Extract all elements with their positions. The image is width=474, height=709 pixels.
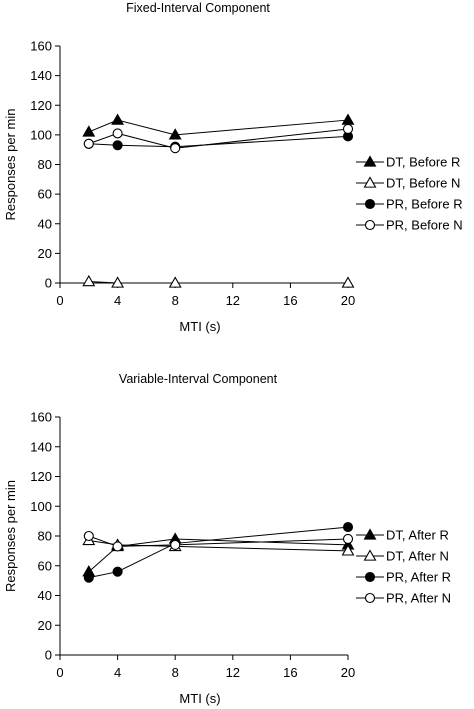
series-3 — [83, 522, 354, 583]
y-tick-label: 140 — [30, 439, 52, 454]
legend-label: PR, Before N — [386, 218, 463, 233]
y-tick-label: 40 — [38, 588, 52, 603]
series-line — [88, 281, 348, 284]
chart-panel-1: Fixed-Interval Component0204060801001201… — [3, 1, 463, 334]
y-tick-label: 120 — [30, 98, 52, 113]
series-line — [88, 119, 349, 136]
data-point — [342, 533, 354, 545]
legend: DT, After R DT, After N PR, After R PR, Aft… — [356, 528, 451, 606]
data-point — [112, 566, 123, 577]
chart-title: Variable-Interval Component — [119, 372, 278, 386]
data-point — [342, 522, 354, 533]
y-tick-label: 20 — [38, 246, 52, 261]
x-tick-label: 4 — [114, 293, 121, 308]
data-point — [341, 276, 355, 288]
legend-label: DT, After R — [386, 528, 449, 543]
y-tick-label: 60 — [38, 558, 52, 573]
x-tick-label: 16 — [283, 665, 297, 680]
data-point — [341, 544, 355, 556]
series-line — [88, 135, 349, 148]
data-point — [112, 140, 123, 151]
x-tick-label: 12 — [226, 293, 240, 308]
legend-marker — [364, 198, 376, 210]
y-axis-label: Responses per min — [3, 480, 18, 592]
legend-label: DT, Before N — [386, 176, 460, 191]
legend: DT, Before R DT, Before N PR, Before R PR, … — [356, 155, 463, 233]
legend-marker — [363, 155, 377, 167]
y-tick-label: 80 — [38, 529, 52, 544]
x-tick-label: 8 — [172, 665, 179, 680]
data-point — [342, 123, 354, 134]
series-line — [88, 526, 349, 579]
series-line — [88, 535, 349, 547]
legend-label: DT, Before R — [386, 155, 460, 170]
chart-title: Fixed-Interval Component — [126, 1, 270, 15]
legend-label: PR, Before R — [386, 197, 463, 212]
y-tick-label: 140 — [30, 68, 52, 83]
data-point — [111, 113, 125, 125]
x-tick-label: 8 — [172, 293, 179, 308]
legend-marker — [364, 219, 376, 231]
y-tick-label: 0 — [45, 276, 52, 291]
data-point — [83, 138, 94, 149]
legend-label: DT, After N — [386, 549, 449, 564]
y-tick-label: 40 — [38, 216, 52, 231]
y-tick-label: 100 — [30, 499, 52, 514]
data-point — [112, 128, 123, 139]
x-tick-label: 20 — [341, 293, 355, 308]
series-line — [88, 128, 349, 149]
x-tick-label: 0 — [56, 293, 63, 308]
data-point — [168, 276, 182, 288]
y-tick-label: 80 — [38, 157, 52, 172]
data-point — [170, 539, 181, 550]
x-axis-label: MTI (s) — [179, 319, 220, 334]
y-tick-label: 60 — [38, 187, 52, 202]
x-axis-label: MTI (s) — [179, 691, 220, 706]
legend-marker — [364, 592, 376, 604]
legend-marker — [363, 176, 377, 188]
series-2 — [82, 274, 355, 288]
data-point — [112, 541, 123, 552]
legend-marker — [363, 528, 377, 540]
y-tick-label: 160 — [30, 39, 52, 54]
x-tick-label: 4 — [114, 665, 121, 680]
x-tick-label: 0 — [56, 665, 63, 680]
legend-marker — [364, 571, 376, 583]
data-point — [82, 125, 96, 137]
y-tick-label: 120 — [30, 469, 52, 484]
y-tick-label: 0 — [45, 648, 52, 663]
x-tick-label: 20 — [341, 665, 355, 680]
data-point — [168, 128, 182, 140]
legend-label: PR, After N — [386, 591, 451, 606]
data-point — [83, 530, 94, 542]
data-point — [170, 143, 181, 154]
y-tick-label: 20 — [38, 618, 52, 633]
data-point — [341, 113, 355, 125]
series-1 — [82, 113, 355, 140]
chart-panel-2: Variable-Interval Component0204060801001… — [3, 372, 451, 706]
y-tick-label: 160 — [30, 410, 52, 425]
series-2 — [82, 533, 355, 556]
y-axis-label: Responses per min — [3, 109, 18, 221]
series-4 — [83, 123, 354, 154]
series-4 — [83, 530, 354, 552]
x-tick-label: 12 — [226, 665, 240, 680]
data-point — [111, 276, 125, 288]
data-point — [82, 274, 96, 287]
legend-marker — [363, 549, 377, 561]
data-point — [83, 572, 94, 583]
legend-label: PR, After R — [386, 570, 451, 585]
x-tick-label: 16 — [283, 293, 297, 308]
y-tick-label: 100 — [30, 127, 52, 142]
